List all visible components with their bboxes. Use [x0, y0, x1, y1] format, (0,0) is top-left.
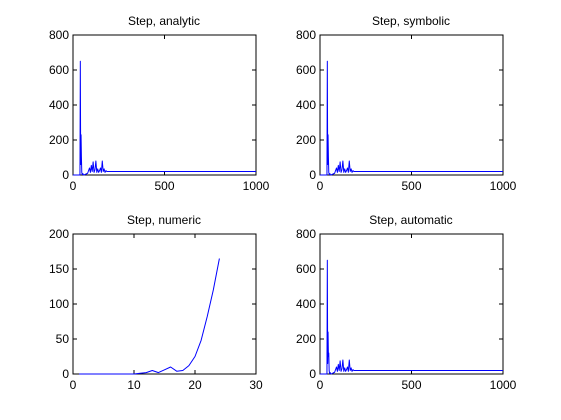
series-line — [320, 60, 503, 176]
y-tick-label: 400 — [49, 98, 69, 112]
y-tick-label: 50 — [56, 332, 70, 346]
series-line — [73, 60, 256, 176]
y-tick-label: 800 — [296, 28, 316, 42]
y-tick-label: 600 — [49, 63, 69, 77]
chart-title: Step, automatic — [369, 213, 452, 227]
x-tick-label: 20 — [188, 378, 202, 392]
axes-step-symbolic: Step, symbolic 0 500 1000 0 200 400 600 800 — [296, 14, 517, 193]
y-tick-label: 800 — [49, 28, 69, 42]
x-tick-label: 1000 — [490, 179, 517, 193]
y-tick-label: 0 — [62, 168, 69, 182]
plot-frame — [72, 34, 257, 176]
y-tick-label: 800 — [296, 227, 316, 241]
x-tick-label: 1000 — [243, 179, 270, 193]
y-tick-label: 0 — [309, 168, 316, 182]
y-tick-label: 200 — [49, 227, 69, 241]
y-tick-label: 200 — [296, 332, 316, 346]
x-tick-label: 0 — [70, 179, 77, 193]
y-tick-label: 0 — [309, 367, 316, 381]
x-tick-label: 10 — [127, 378, 141, 392]
x-tick-label: 0 — [70, 378, 77, 392]
x-tick-label: 1000 — [490, 378, 517, 392]
y-tick-label: 150 — [49, 262, 69, 276]
plot-frame — [319, 34, 504, 176]
y-tick-label: 600 — [296, 262, 316, 276]
series-line — [79, 258, 220, 375]
chart-title: Step, symbolic — [372, 14, 450, 28]
y-tick-label: 600 — [296, 63, 316, 77]
x-tick-label: 500 — [401, 378, 421, 392]
y-tick-label: 400 — [296, 297, 316, 311]
x-tick-label: 500 — [401, 179, 421, 193]
series-line — [320, 259, 503, 375]
axes-step-numeric: Step, numeric 0 10 20 30 0 50 100 150 200 — [49, 213, 263, 392]
plot-frame — [72, 233, 257, 375]
y-tick-label: 200 — [49, 133, 69, 147]
plot-frame — [319, 233, 504, 375]
x-tick-label: 0 — [317, 378, 324, 392]
chart-title: Step, numeric — [127, 213, 201, 227]
y-tick-label: 400 — [296, 98, 316, 112]
x-tick-label: 0 — [317, 179, 324, 193]
axes-step-automatic: Step, automatic 0 500 1000 0 200 400 600 800 — [296, 213, 517, 392]
y-tick-label: 0 — [62, 367, 69, 381]
y-tick-label: 200 — [296, 133, 316, 147]
x-tick-label: 30 — [249, 378, 263, 392]
y-tick-label: 100 — [49, 297, 69, 311]
chart-title: Step, analytic — [128, 14, 200, 28]
x-tick-label: 500 — [154, 179, 174, 193]
axes-step-analytic: Step, analytic 0 500 1000 0 200 400 600 800 — [49, 14, 270, 193]
